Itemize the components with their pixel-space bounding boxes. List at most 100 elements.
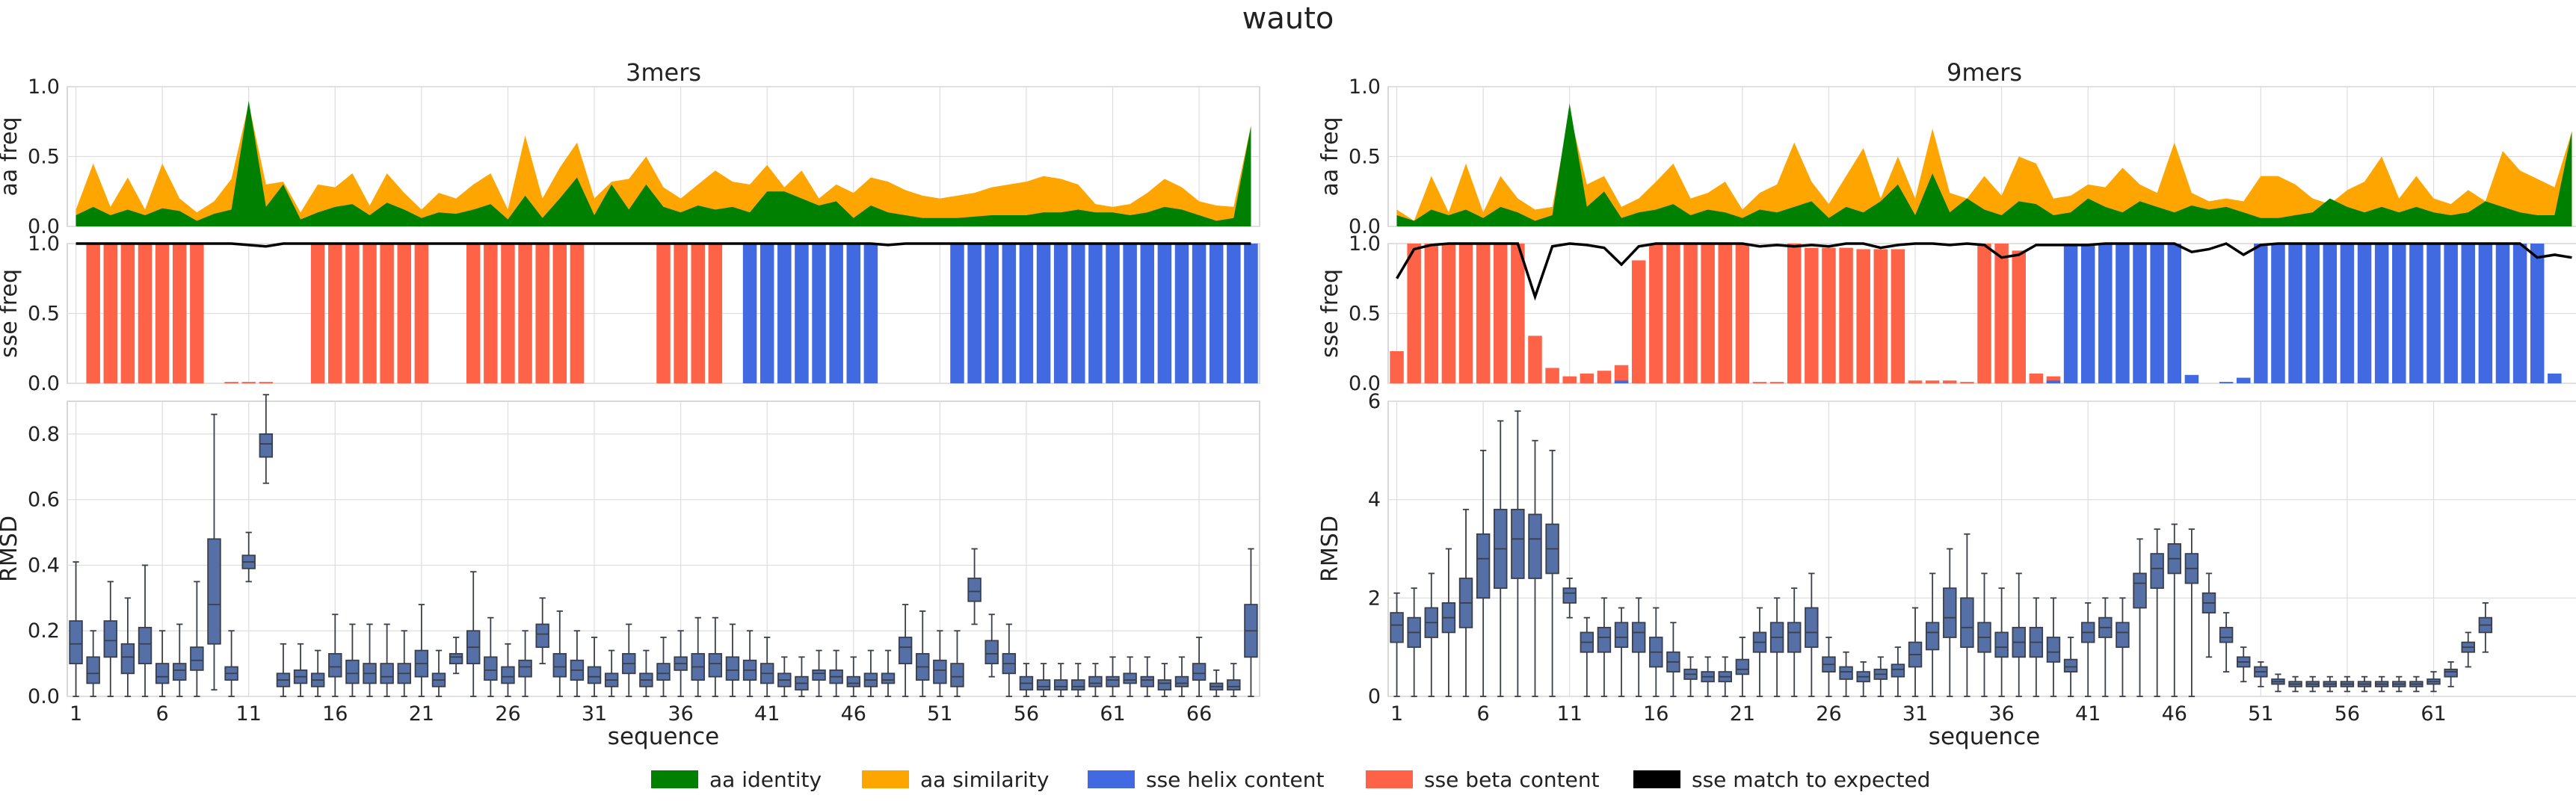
legend-item: aa identity [651,767,822,792]
legend-item: sse beta content [1366,767,1600,792]
rmsd-box [501,643,515,697]
sse-helix-bar [2167,244,2182,383]
rmsd-box [518,630,532,697]
sse-helix-bar [846,244,861,383]
x-tick-label: 51 [2248,702,2273,726]
sse-beta-bar [1649,244,1663,383]
legend-swatch [1633,770,1680,788]
sse-helix-bar [2271,244,2285,383]
iqr-box [345,659,360,684]
rmsd-box [1123,656,1137,697]
sse-helix-bar [2133,244,2147,383]
rmsd-box [1683,656,1698,697]
x-tick-label: 26 [495,702,520,726]
y-tick-label: 1.0 [28,75,60,99]
rmsd-box [2184,528,2199,697]
rmsd-box [2392,675,2406,693]
sse-beta-bar [103,244,118,383]
aa-similarity-area [76,103,1251,226]
iqr-box [1390,612,1404,643]
x-tick-label: 61 [1100,702,1125,726]
sse-helix-bar [1019,244,1034,383]
sse-beta-bar [1787,244,1802,383]
sse-beta-bar [708,244,723,383]
sse-helix-bar [2530,244,2545,383]
iqr-box [380,663,394,684]
sse-beta-bar [1597,371,1612,383]
sse-helix-bar [2116,244,2130,383]
sse-helix-bar [2063,244,2078,383]
sse-helix-bar [950,244,964,383]
sse-beta-bar [1994,244,2009,383]
iqr-box [2444,668,2458,678]
x-tick-label: 21 [409,702,434,726]
sse-helix-bar [2548,373,2562,383]
iqr-box [1943,587,1957,638]
iqr-box [1960,597,1974,649]
iqr-box [1891,664,1905,678]
iqr-box [1597,626,1612,653]
rmsd-box [1476,449,1491,697]
sse-beta-bar [1943,380,1957,383]
rmsd-box [1752,607,1767,697]
rmsd-box [1943,548,1957,697]
rmsd-box [812,649,826,697]
rmsd-box [1873,656,1888,697]
rmsd-box [552,610,567,697]
sse-helix-bar [829,244,843,383]
iqr-box [103,620,118,658]
iqr-box [587,666,602,684]
rmsd-box [1718,656,1732,697]
sse-helix-bar [863,244,878,383]
sse-beta-bar [535,244,549,383]
iqr-box [1071,679,1085,691]
sse-beta-bar [1511,244,1525,383]
x-tick-label: 31 [1902,702,1928,726]
rmsd-box [535,597,549,665]
sse-helix-bar [2150,244,2164,383]
iqr-box [1140,675,1154,687]
iqr-box [190,646,204,671]
rmsd-box [656,637,671,697]
y-tick-label: 1.0 [1349,75,1381,99]
sse-beta-bar [518,244,532,383]
x-tick-label: 41 [2075,702,2101,726]
x-tick-label: 1 [1390,702,1403,726]
rmsd-box [1891,646,1905,697]
sse-helix-bar [2046,380,2061,383]
rmsd-box [777,656,792,697]
rmsd-box [1822,637,1836,697]
sse-beta-bar [310,244,325,383]
legend-label: sse beta content [1424,767,1600,792]
rmsd-box [1805,572,1819,697]
iqr-box [552,653,567,678]
iqr-box [518,659,532,678]
rmsd-box [207,413,221,691]
sse-beta-bar [466,244,481,383]
sse-helix-bar [2495,244,2510,383]
sse-helix-bar [1244,244,1258,383]
sse-beta-bar [1839,247,1853,383]
sse-beta-bar [674,244,688,383]
iqr-box [2150,553,2164,590]
x-tick-label: 56 [2335,702,2360,726]
rmsd-box [2080,602,2095,697]
iqr-box [1925,622,1940,651]
rmsd-box [1511,410,1525,697]
rmsd-box [1071,663,1085,697]
rmsd-box [2167,523,2181,697]
x-tick-label: 21 [1730,702,1755,726]
iqr-box [2133,572,2147,609]
iqr-box [69,620,83,665]
rmsd-box [742,630,757,697]
sse-beta-bar [120,244,135,383]
iqr-box [2063,658,2078,672]
y-tick-label: 0 [1368,685,1381,708]
iqr-box [812,669,826,681]
iqr-box [2046,637,2061,663]
x-tick-label: 36 [668,702,693,726]
y-tick-label: 0.5 [28,146,60,169]
iqr-box [1157,679,1172,691]
